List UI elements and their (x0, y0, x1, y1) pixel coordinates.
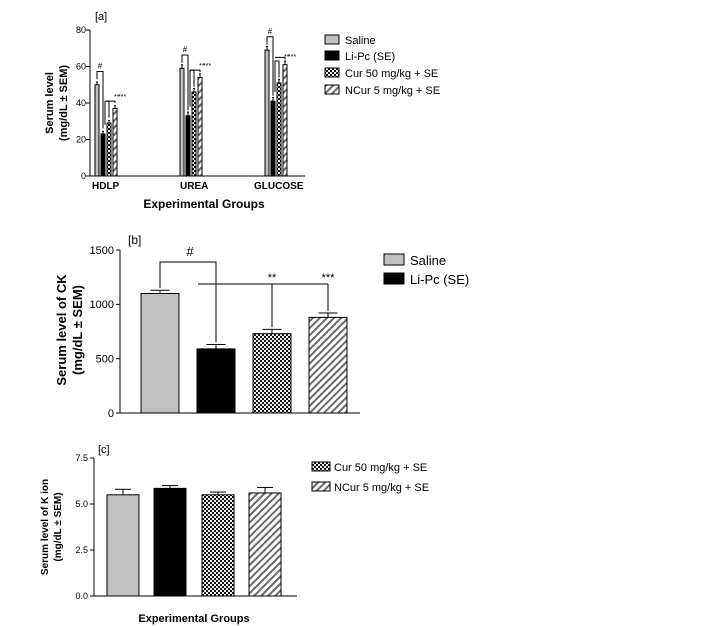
panel-c-ytick-label-0: 0.0 (75, 591, 88, 601)
panel-a-bars (94, 45, 288, 177)
panel-a-hdlp-hash: # (98, 61, 103, 70)
panel-a-ytick-label-1: 20 (76, 135, 86, 145)
panel-c-ytick-label-2: 5.0 (75, 499, 88, 509)
panel-a-category-glucose: GLUCOSE (254, 181, 304, 192)
panel-c: [c] Serum level of K ion (mg/dL ± SEM) 0… (40, 444, 429, 625)
panel-a-glucose-bracket-double (274, 60, 280, 93)
panel-a-hdlp-bar-cur (106, 122, 112, 177)
panel-b: [b] Serum level of CK (mg/dL ± SEM) 0 500… (54, 233, 469, 420)
panel-b-bar-cur (252, 333, 292, 414)
legend-c-ncur: NCur 5 mg/kg + SE (334, 482, 429, 494)
legend-a-cur: Cur 50 mg/kg + SE (345, 68, 438, 80)
panel-a-hdlp-bar-saline (94, 84, 100, 177)
panel-a-glucose-triple: *** (288, 54, 296, 61)
panel-b-ylabel-line2: (mg/dL ± SEM) (70, 285, 85, 375)
panel-b-ytick-label-1: 500 (96, 354, 114, 366)
legend-a-ncur: NCur 5 mg/kg + SE (345, 85, 440, 97)
panel-b-ytick-label-2: 1000 (90, 299, 114, 311)
panel-c-bar-lipc (153, 487, 187, 597)
panel-a-urea-bracket-hash (181, 54, 189, 111)
panel-b-bar-lipc (196, 348, 236, 414)
panel-a-urea-bar-lipc (185, 115, 191, 177)
panel-c-bar-cur (201, 494, 235, 597)
panel-a-glucose-bracket-triple (275, 56, 286, 60)
panel-c-label: [c] (98, 444, 110, 456)
panel-b-ylabel-line1: Serum level of CK (54, 274, 69, 386)
panel-b-ylabel: Serum level of CK (mg/dL ± SEM) (54, 274, 85, 386)
panel-a-urea-hash: # (183, 45, 188, 54)
panel-c-ytick-label-1: 2.5 (75, 545, 88, 555)
panel-a-glucose-bar-saline (264, 49, 270, 177)
panel-b-bracket-hash (159, 261, 217, 343)
panel-c-xlabel: Experimental Groups (138, 613, 249, 625)
panel-a-hdlp-bar-ncur (112, 107, 118, 177)
panel-a-hdlp-triple: *** (118, 94, 126, 101)
panel-c-bar-ncur (248, 492, 282, 597)
legend-a-swatch-cur (324, 67, 340, 78)
panel-a-ylabel-line1: Serum level (44, 72, 56, 134)
panel-c-legend: Cur 50 mg/kg + SE NCur 5 mg/kg + SE (311, 461, 429, 494)
panel-a-urea-bracket-triple (190, 69, 201, 72)
panel-a-category-urea: UREA (180, 181, 208, 192)
panel-c-bar-saline (106, 494, 140, 597)
panel-a-urea-triple: *** (203, 63, 211, 70)
panel-a-category-hdlp: HDLP (92, 181, 120, 192)
panel-a-hdlp-bracket-triple (105, 100, 116, 103)
panel-a-urea-double: ** (199, 63, 205, 70)
panel-a-label: [a] (95, 11, 107, 23)
panel-b-bar-saline (140, 292, 180, 414)
panel-c-ylabel-line1: Serum level of K ion (40, 479, 51, 575)
panel-b-ytick-label-3: 1500 (90, 245, 114, 257)
panel-a-ytick-label-4: 80 (76, 25, 86, 35)
panel-a-ytick-label-3: 60 (76, 62, 86, 72)
panel-b-ytick-label-0: 0 (108, 408, 114, 420)
legend-a-swatch-lipc (324, 50, 340, 61)
legend-b-swatch-lipc (383, 272, 405, 285)
legend-b-saline: Saline (410, 253, 446, 268)
panel-a-glucose-double: ** (284, 54, 290, 61)
panel-a: [a] Serum level (mg/dL ± SEM) 020406080 … (44, 11, 440, 211)
panel-a-glucose-bar-lipc (270, 100, 276, 177)
legend-c-cur: Cur 50 mg/kg + SE (334, 462, 427, 474)
panel-a-hdlp-bracket-hash (96, 70, 104, 129)
panel-a-ylabel-line2: (mg/dL ± SEM) (58, 65, 70, 141)
legend-c-swatch-ncur (311, 481, 331, 492)
panel-a-glucose-bar-cur (276, 82, 282, 177)
legend-b-swatch-saline (383, 253, 405, 266)
panel-a-urea-bar-saline (179, 67, 185, 177)
panel-a-glucose-bar-ncur (282, 64, 288, 177)
panel-a-ytick-label-2: 40 (76, 98, 86, 108)
panel-a-hdlp-double: ** (114, 94, 120, 101)
legend-b-lipc: Li-Pc (SE) (410, 272, 469, 287)
panel-b-legend: Saline Li-Pc (SE) (383, 253, 469, 287)
panel-c-bars (106, 485, 282, 597)
panel-b-bar-ncur (308, 316, 348, 414)
legend-a-lipc: Li-Pc (SE) (345, 51, 395, 63)
panel-a-hdlp-bracket-double (104, 100, 110, 125)
panel-a-ytick-label-0: 0 (81, 171, 86, 181)
panel-b-label: [b] (128, 233, 141, 247)
panel-c-ylabel: Serum level of K ion (mg/dL ± SEM) (40, 479, 64, 575)
panel-b-double: ** (268, 272, 277, 284)
panel-a-hdlp-bar-lipc (100, 133, 106, 177)
panel-c-ytick-label-3: 7.5 (75, 453, 88, 463)
panel-a-urea-bar-cur (191, 91, 197, 177)
panel-a-glucose-bracket-hash (266, 36, 274, 96)
panel-b-triple: *** (322, 272, 336, 284)
legend-a-swatch-ncur (324, 84, 340, 95)
panel-b-bars (140, 289, 348, 414)
legend-c-swatch-cur (311, 461, 331, 472)
panel-c-ylabel-line2: (mg/dL ± SEM) (53, 492, 64, 561)
legend-a-swatch-saline (324, 34, 340, 45)
panel-a-xlabel: Experimental Groups (143, 197, 265, 211)
panel-a-legend: Saline Li-Pc (SE) Cur 50 mg/kg + SE NCur… (324, 34, 440, 97)
panel-b-hash: # (186, 244, 194, 259)
legend-a-saline: Saline (345, 35, 376, 47)
panel-a-glucose-hash: # (268, 27, 273, 36)
panel-a-ylabel: Serum level (mg/dL ± SEM) (44, 65, 70, 141)
panel-a-urea-bar-ncur (197, 76, 203, 177)
panel-b-annotations: #** *** (159, 244, 336, 343)
panel-a-annotations: #*****#*****#***** (96, 27, 296, 129)
